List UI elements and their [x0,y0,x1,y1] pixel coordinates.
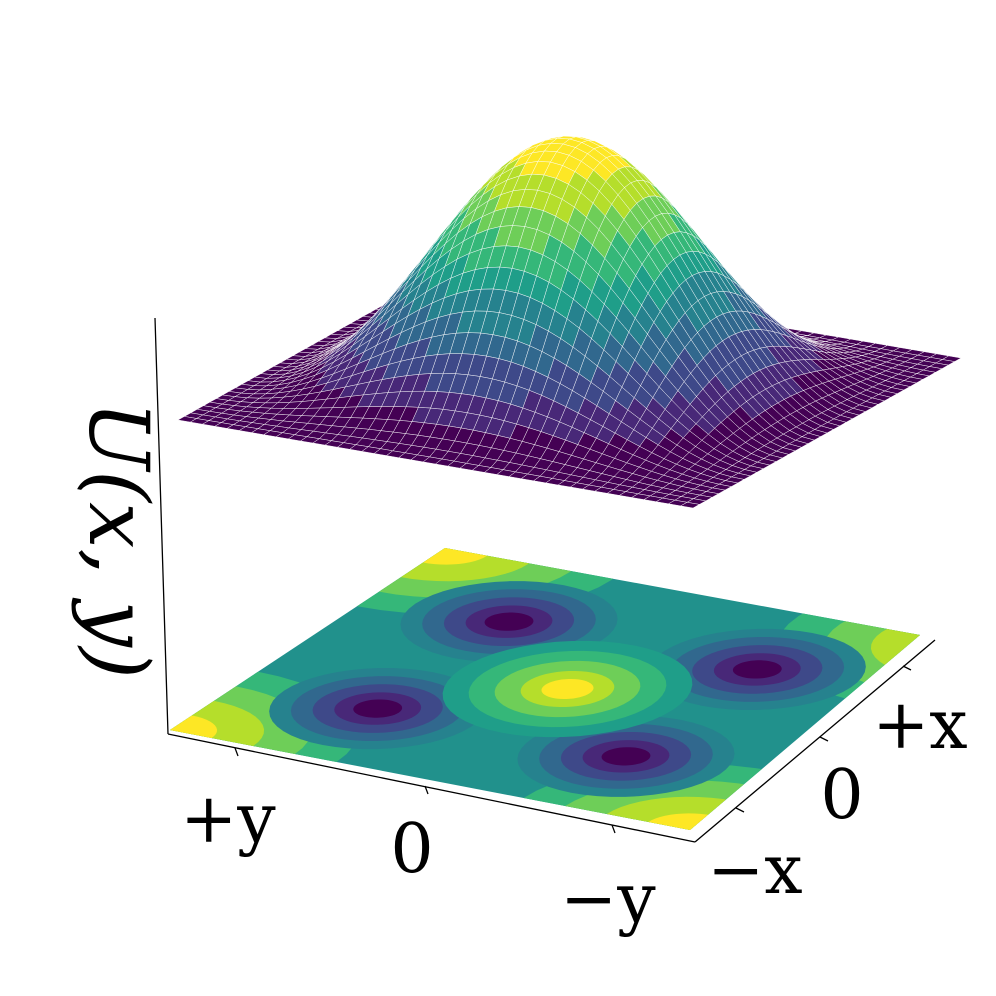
x-tick-3 [902,665,912,671]
contour-minimum-3-4 [732,660,782,679]
axes [154,317,936,843]
y-axis-line [167,733,696,843]
surface-facet [680,502,701,509]
contour-corner-0-1 [170,680,312,780]
y-tick-label-zero: 0 [390,810,433,889]
contour-minimum-0-4 [353,699,403,718]
x-tick-2 [819,736,829,742]
contour-minimum-1-4 [601,747,651,766]
y-tick-1 [234,747,239,757]
x-tick-1 [735,807,745,813]
y-tick-label-pos: +y [180,780,276,859]
x-axis-line [694,639,936,843]
x-tick-label-pos: +x [872,686,967,765]
contour-maximum-4 [541,678,594,700]
x-tick-label-neg: −x [707,831,802,910]
contour-corner-1-3 [397,548,493,565]
z-axis-label: U(x, y) [70,401,165,679]
y-tick-label-neg: −y [560,860,656,939]
z-axis-line [154,317,169,735]
surface-mesh [177,135,962,509]
contour-corner-3-2 [870,614,920,682]
contour-minimum-2-4 [484,612,534,631]
x-tick-label-zero: 0 [820,756,863,835]
contour-corner-3-3 [917,631,920,665]
y-tick-3 [611,824,616,834]
y-tick-2 [424,785,429,795]
